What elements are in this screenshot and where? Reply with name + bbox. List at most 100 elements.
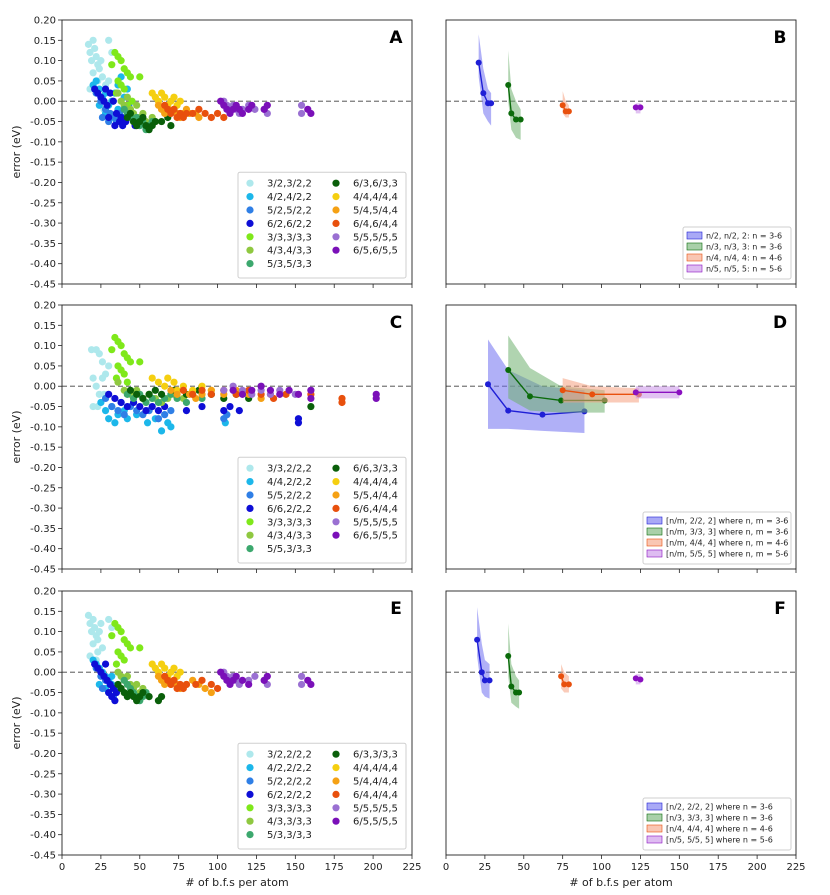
scatter-point [297, 680, 306, 689]
scatter-point [123, 402, 131, 411]
series-marker [478, 669, 485, 676]
scatter-point [307, 394, 315, 403]
legend-label: 4/2,4/2,2 [267, 192, 312, 203]
legend-marker [332, 219, 340, 227]
scatter-point [226, 402, 234, 411]
scatter-point [101, 407, 110, 415]
x-tick-label: 225 [402, 862, 421, 873]
y-tick-label: -0.15 [30, 443, 56, 454]
scatter-point [248, 101, 256, 109]
legend-label: 6/4,4/4,4 [353, 790, 398, 801]
scatter-point [136, 73, 144, 81]
legend-label: 6/6,4/4,4 [353, 504, 398, 515]
error-band [562, 378, 639, 403]
scatter-point [157, 693, 166, 701]
scatter-point [94, 636, 102, 644]
legend: 3/2,3/2,2 4/2,4/2,2 5/2,5/2,2 6/2,6/2,2 3/3,… [237, 171, 407, 279]
panels: 0.20 0.15 0.10 0.05 0.00 -0.05 -0.10 -0.15 -0.20… [30, 16, 805, 874]
legend-label: 6/2,2/2,2 [267, 790, 312, 801]
scatter-point [101, 85, 110, 93]
x-tick-label: 225 [786, 862, 805, 873]
scatter-point [297, 672, 306, 680]
legend-marker [332, 233, 340, 241]
y-tick-label: -0.35 [30, 239, 56, 250]
scatter-point [232, 672, 240, 680]
scatter-point [111, 419, 119, 427]
scatter-point [266, 386, 275, 394]
legend-label: 5/5,5/5,5 [353, 232, 398, 243]
scatter-point [248, 386, 256, 394]
legend-label: 6/3,3/3,3 [353, 750, 398, 761]
series-marker [539, 411, 546, 418]
legend-box [237, 171, 407, 279]
legend-label: 5/5,2/2,2 [267, 491, 312, 502]
scatter-point [307, 402, 315, 411]
scatter-point [126, 644, 135, 652]
scatter-point [112, 660, 121, 668]
scatter-point [220, 113, 228, 122]
series-2 [558, 664, 572, 693]
scatter-point [207, 680, 215, 689]
panel-f: 0 25 50 75 100 125 150 175 200 225 F [n/2, 2/2, 2] … [443, 590, 806, 873]
plot-frame [61, 19, 413, 285]
scatter-point [154, 378, 163, 386]
y-tick-label: -0.25 [30, 769, 56, 780]
series-marker [559, 387, 566, 394]
legend-marker [332, 504, 340, 512]
legend-marker [246, 504, 254, 512]
plot-area [474, 607, 644, 709]
y-tick-label: 0.15 [34, 607, 56, 618]
legend-label: [n/m, 4/4, 4] where n, m = 4-6 [666, 539, 788, 548]
panel-e: 0 25 50 75 100 125 150 175 200 225 0.20 0.15 0.10 0.0… [30, 587, 421, 874]
scatter-point [195, 113, 203, 122]
scatter-point [128, 97, 136, 105]
scatter-point [105, 390, 113, 398]
scatter-point [117, 57, 125, 65]
scatter-point [170, 664, 178, 672]
legend-marker [246, 764, 254, 772]
legend-box [642, 511, 792, 565]
legend-marker [246, 804, 254, 812]
scatter-point [198, 402, 206, 411]
scatter-point [189, 390, 197, 398]
legend-label: 5/2,2/2,2 [267, 777, 312, 788]
legend-marker [332, 193, 340, 201]
legend-label: 5/2,5/2,2 [267, 206, 312, 217]
scatter-point [98, 73, 107, 81]
scatter-point [89, 615, 97, 624]
x-axis-label-left: # of b.f.s per atom [185, 876, 288, 889]
series-marker [637, 676, 644, 683]
scatter-point [112, 109, 121, 118]
scatter-point [108, 346, 116, 354]
scatter-point [170, 676, 178, 684]
scatter-point [105, 36, 113, 44]
scatter-point [251, 672, 259, 680]
scatter-point [108, 672, 116, 680]
series-marker [565, 681, 572, 688]
scatter-point [91, 44, 99, 53]
x-tick-label: 125 [631, 862, 650, 873]
y-axis-label-bottom: error (eV) [10, 696, 23, 749]
scatter-point [170, 105, 178, 113]
plot-frame [61, 304, 413, 570]
panel-b: Bn/2, n/2, 2: n = 3-6 n/3, n/3, 3: n = 3-… [445, 19, 797, 288]
scatter-point [154, 407, 163, 415]
y-tick-label: -0.20 [30, 178, 56, 189]
legend-label: 6/3,6/3,3 [353, 179, 398, 190]
scatter-point [89, 640, 97, 648]
series-12 [229, 382, 380, 403]
scatter-point [120, 85, 128, 93]
legend-label: 6/4,6/4,4 [353, 219, 398, 230]
scatter-point [157, 117, 166, 126]
series-3 [91, 660, 121, 705]
y-axis-label-top: error (eV) [10, 125, 23, 178]
legend-swatch [686, 253, 703, 262]
legend-label: 4/3,3/3,3 [267, 817, 312, 828]
series-4 [108, 333, 144, 386]
legend-box [642, 797, 792, 851]
scatter-point [182, 398, 191, 407]
legend-swatch [686, 231, 703, 240]
scatter-point [179, 386, 187, 394]
legend-marker [246, 790, 254, 799]
